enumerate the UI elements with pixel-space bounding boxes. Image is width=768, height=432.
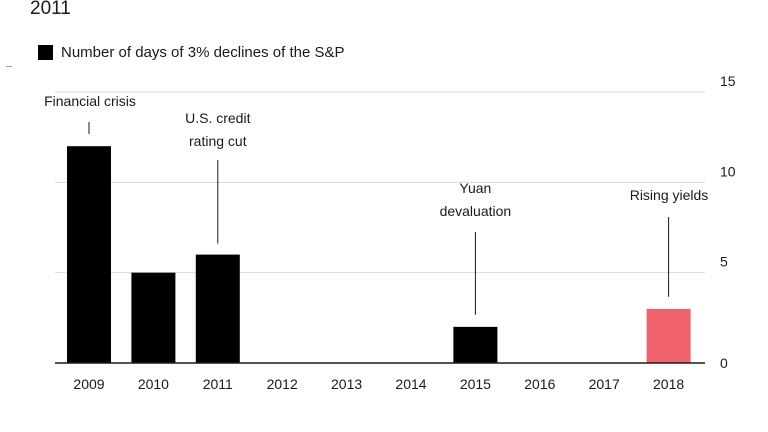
- y-tick-label: 0: [720, 355, 728, 371]
- y-tick-label: 10: [720, 163, 736, 179]
- x-tick-label: 2014: [395, 376, 426, 392]
- x-tick-label: 2016: [524, 376, 555, 392]
- x-tick-label: 2013: [331, 376, 362, 392]
- x-tick-label: 2015: [460, 376, 491, 392]
- x-tick-label: 2012: [267, 376, 298, 392]
- bar: [195, 254, 240, 363]
- x-tick-label: 2009: [73, 376, 104, 392]
- x-tick-label: 2011: [203, 376, 233, 392]
- bar: [453, 326, 498, 363]
- bar: [646, 308, 691, 363]
- annotation-text: rating cut: [189, 133, 247, 149]
- bar: [131, 272, 176, 363]
- bar: [67, 146, 111, 363]
- legend: Number of days of 3% declines of the S&P: [38, 44, 344, 61]
- legend-label: Number of days of 3% declines of the S&P: [61, 44, 345, 61]
- annotation-text: Rising yields: [630, 187, 709, 203]
- annotation-text: U.S. credit: [185, 110, 250, 126]
- annotation-text: Yuan: [459, 180, 491, 196]
- decorative-dash: [6, 66, 12, 67]
- x-tick-label: 2018: [653, 376, 684, 392]
- y-tick-label: 15: [720, 73, 736, 89]
- y-tick-label: 5: [720, 254, 728, 270]
- x-tick-label: 2010: [138, 376, 169, 392]
- annotation-text: devaluation: [440, 203, 512, 219]
- x-tick-label: 2017: [589, 376, 620, 392]
- legend-swatch: [38, 45, 53, 60]
- annotation-text: Financial crisis: [44, 93, 136, 109]
- chart-title-fragment: 2011: [30, 0, 71, 19]
